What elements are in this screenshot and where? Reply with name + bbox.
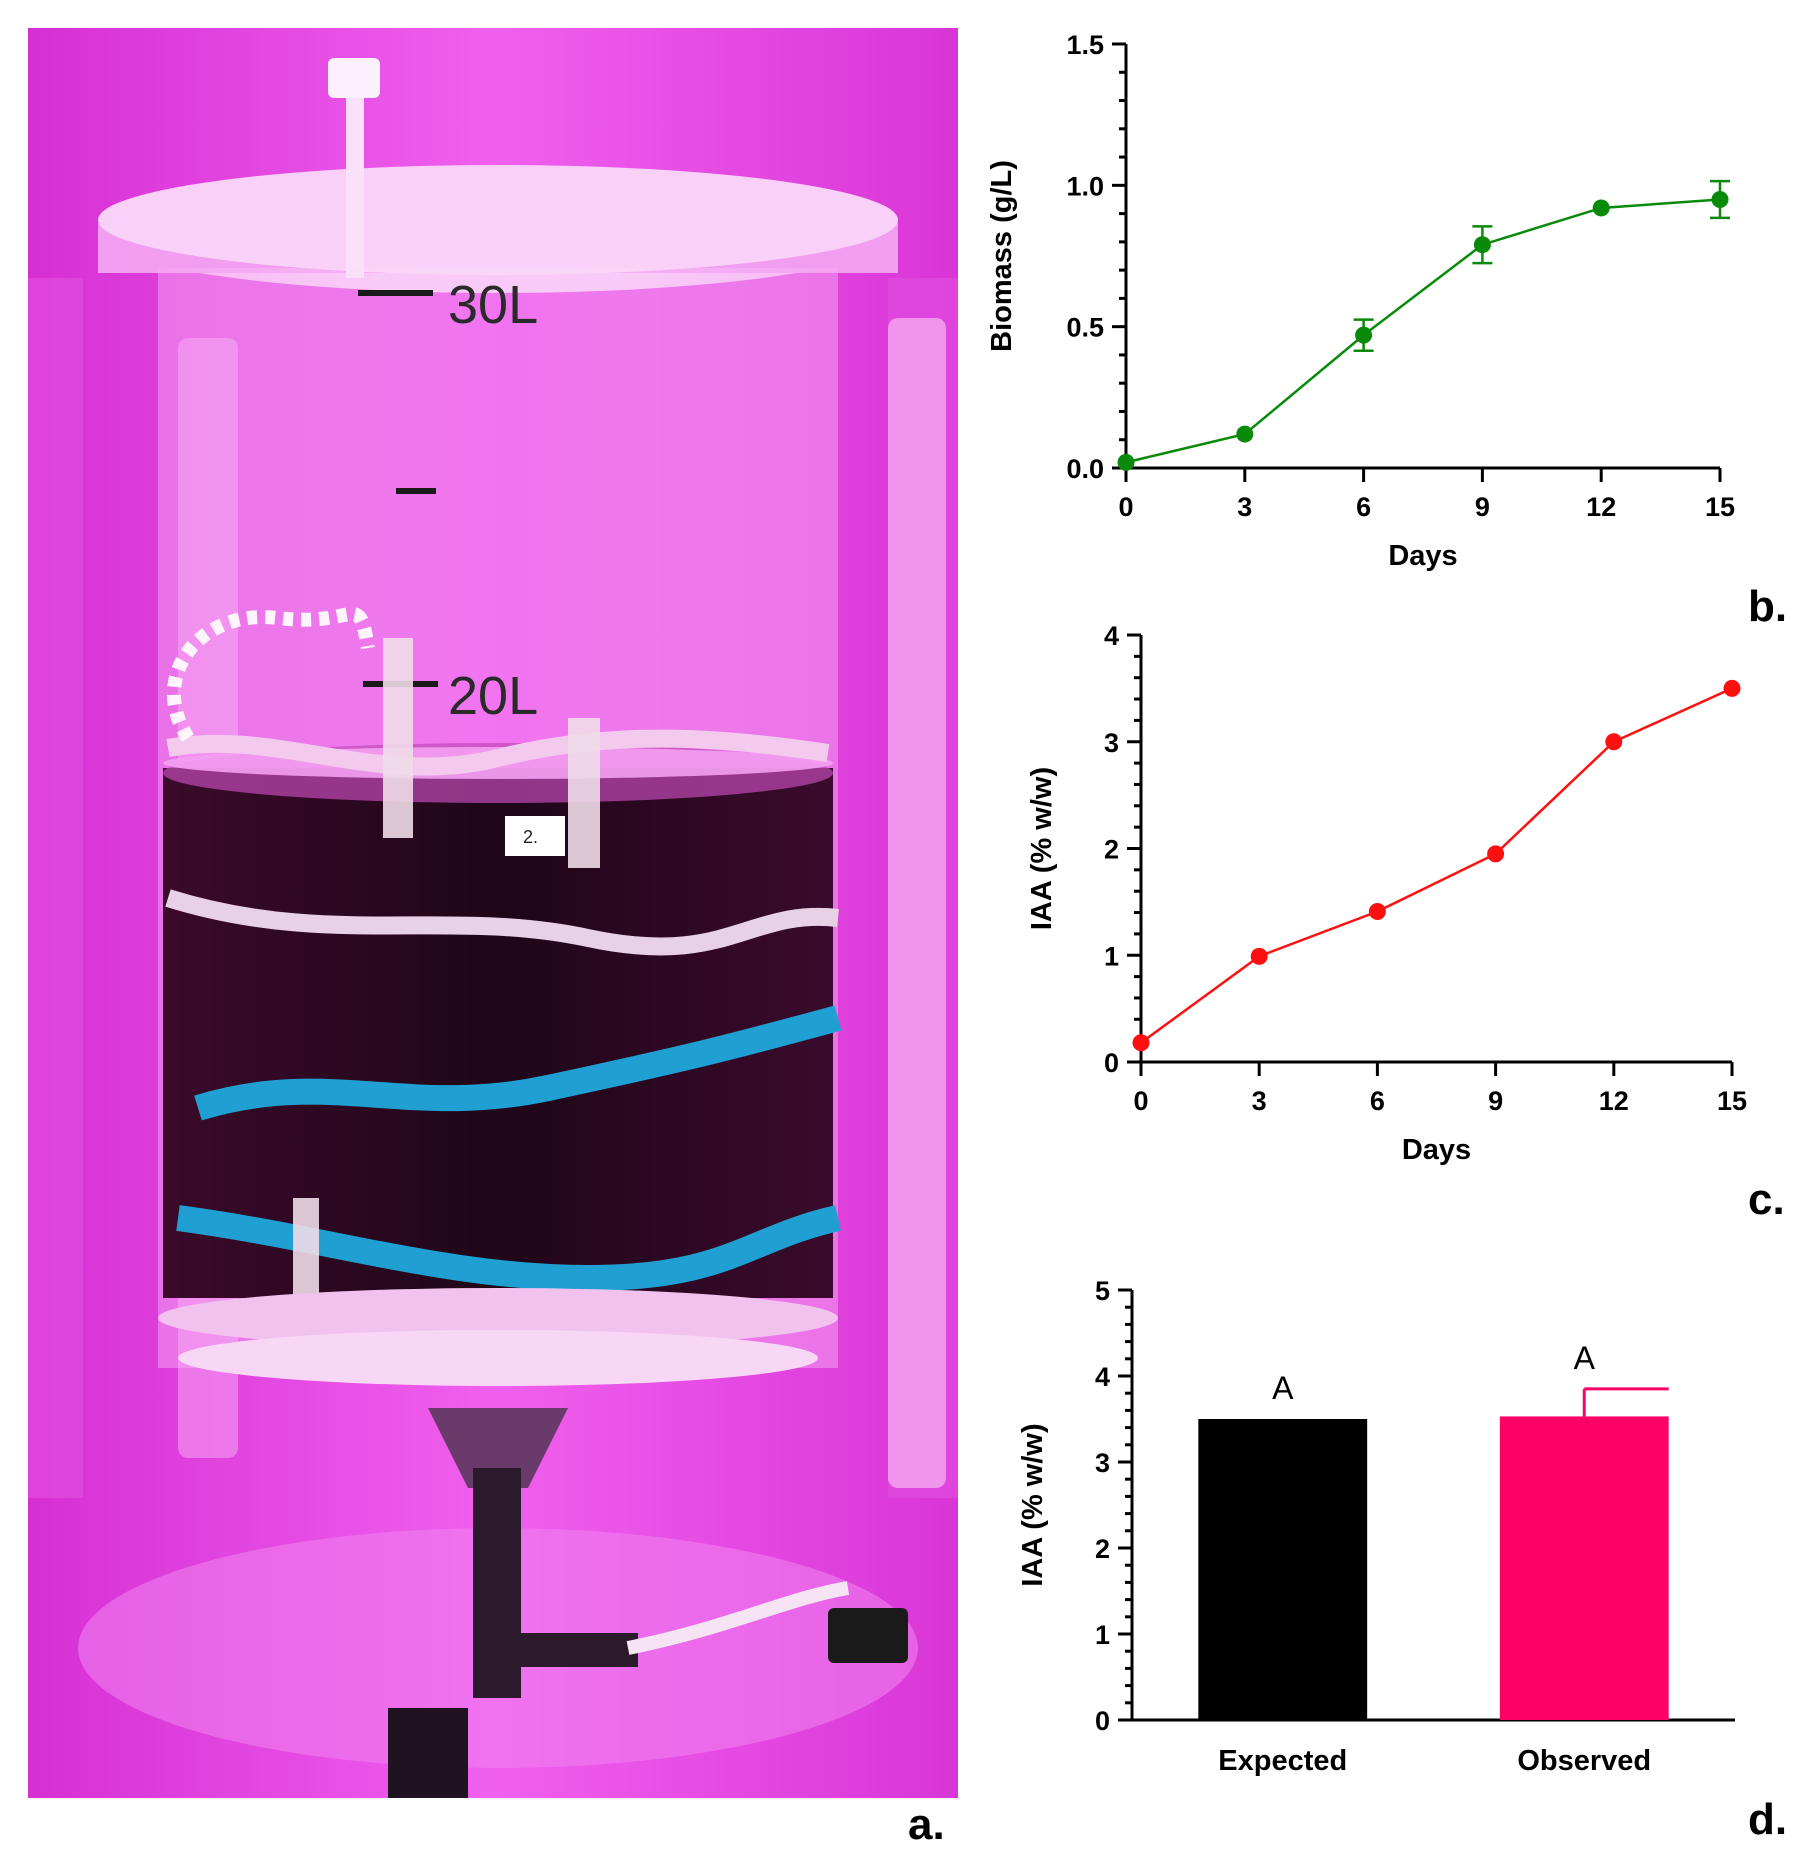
tape-piece-2 xyxy=(568,718,600,868)
chart-b-ytick-label: 1.0 xyxy=(1066,171,1104,201)
bottom-cone xyxy=(428,1408,568,1488)
lid-top xyxy=(98,165,898,275)
panel-label-b: b. xyxy=(1748,582,1788,631)
chart-d-ytick-label: 1 xyxy=(1095,1620,1110,1650)
chart-c-data-point xyxy=(1723,679,1741,697)
chart-c-xtick-label: 6 xyxy=(1370,1086,1385,1116)
chart-c-data-point xyxy=(1487,845,1505,863)
chart-b-ytick-label: 0.5 xyxy=(1066,313,1104,343)
chart-b-xlabel: Days xyxy=(1388,540,1457,572)
chart-c-data-point xyxy=(1132,1034,1150,1052)
panel-label-a: a. xyxy=(908,1800,945,1849)
chart-b-xtick-label: 15 xyxy=(1705,492,1735,522)
chart-d-significance-letter: A xyxy=(1574,1340,1596,1376)
chart-b-data-point xyxy=(1711,190,1729,208)
chart-b-xtick-label: 0 xyxy=(1118,492,1133,522)
chart-b-series-line xyxy=(1125,198,1721,464)
chart-b-data-point xyxy=(1355,326,1373,344)
mark-30l-label: 30L xyxy=(448,275,538,335)
side-pipe xyxy=(498,1633,638,1667)
chart-c-series-line xyxy=(1140,687,1733,1044)
chart-d-ytick-label: 4 xyxy=(1095,1362,1110,1392)
culture-liquid xyxy=(163,768,833,1298)
panel-label-d: d. xyxy=(1748,1795,1788,1844)
chart-b-xtick-label: 6 xyxy=(1356,492,1371,522)
sticker-label: 2. xyxy=(523,827,538,847)
bioreactor-photo: 30L 20L 2. xyxy=(28,28,958,1798)
bioreactor-illustration: 30L 20L 2. xyxy=(28,28,958,1798)
chart-d-ytick-label: 5 xyxy=(1095,1276,1110,1306)
chart-c-ytick-label: 1 xyxy=(1104,941,1119,971)
bottom-ring xyxy=(158,1288,838,1348)
chart-d-ytick-label: 2 xyxy=(1095,1534,1110,1564)
chart-b-xtick-label: 12 xyxy=(1586,492,1616,522)
chart-d-bar xyxy=(1499,1416,1669,1720)
chart-c-data-point xyxy=(1250,947,1268,965)
chart-c-data-point xyxy=(1605,733,1623,751)
mark-25l-line xyxy=(396,488,436,494)
mark-30l-line xyxy=(358,290,433,296)
chart-b-ylabel: Biomass (g/L) xyxy=(986,160,1018,352)
chart-c-xtick-label: 0 xyxy=(1133,1086,1148,1116)
led-strip-top xyxy=(166,729,830,776)
bottom-ring-inner xyxy=(178,1330,818,1386)
inlet-tube xyxy=(346,78,364,278)
lower-pipe xyxy=(388,1708,468,1798)
led-spiral xyxy=(166,607,375,742)
chart-b-data-point xyxy=(1236,425,1254,443)
chart-b-xtick-label: 3 xyxy=(1237,492,1252,522)
chart-c-ytick-label: 4 xyxy=(1104,621,1119,651)
chart-d-category-label: Observed xyxy=(1517,1745,1651,1777)
chart-d-ytick-label: 0 xyxy=(1095,1706,1110,1736)
chart-b-data-point xyxy=(1592,199,1610,217)
chart-c-ylabel: IAA (% w/w) xyxy=(1026,767,1058,930)
chart-d-significance-letter: A xyxy=(1272,1370,1294,1406)
chart-c-xtick-label: 12 xyxy=(1599,1086,1629,1116)
right-light-tube xyxy=(888,318,946,1488)
blue-tape-1 xyxy=(194,1005,842,1121)
chart-b-data-point xyxy=(1473,236,1491,254)
chart-b-ytick-label: 1.5 xyxy=(1066,30,1104,60)
chart-c-xtick-label: 3 xyxy=(1252,1086,1267,1116)
chart-c-ytick-label: 2 xyxy=(1104,835,1119,865)
chart-d-ylabel: IAA (% w/w) xyxy=(1017,1423,1049,1586)
chart-b-data-point xyxy=(1117,453,1135,471)
mark-20l-label: 20L xyxy=(448,666,538,726)
chart-d-category-label: Expected xyxy=(1218,1745,1347,1777)
chart-c-xtick-label: 9 xyxy=(1488,1086,1503,1116)
tape-piece-1 xyxy=(383,638,413,838)
left-wall-strip xyxy=(28,278,83,1498)
chart-d-ytick-label: 3 xyxy=(1095,1448,1110,1478)
pump xyxy=(828,1608,908,1663)
chart-c-data-point xyxy=(1368,902,1386,920)
sticker xyxy=(505,816,565,856)
chart-d-bar xyxy=(1198,1419,1368,1720)
chart-c-ytick-label: 3 xyxy=(1104,728,1119,758)
chart-b-ytick-label: 0.0 xyxy=(1066,454,1104,484)
inlet-cap xyxy=(328,58,380,98)
tape-piece-3 xyxy=(293,1198,319,1298)
chart-c-xlabel: Days xyxy=(1402,1134,1471,1166)
chart-b-xtick-label: 9 xyxy=(1475,492,1490,522)
led-strip-mid xyxy=(165,889,839,956)
panel-label-c: c. xyxy=(1748,1175,1785,1224)
chart-c-ytick-label: 0 xyxy=(1104,1048,1119,1078)
clear-hose xyxy=(626,1581,850,1655)
chart-c-xtick-label: 15 xyxy=(1717,1086,1747,1116)
